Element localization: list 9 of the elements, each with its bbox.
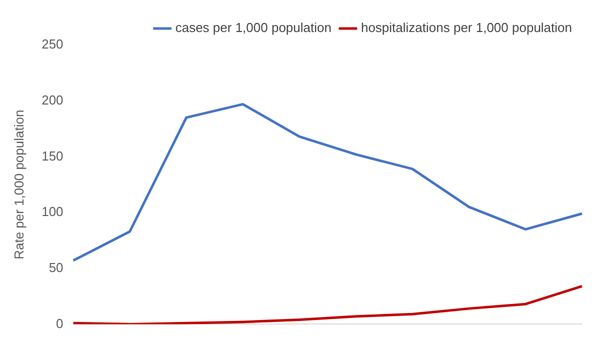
y-tick-label: 150	[42, 148, 64, 164]
y-axis-title: Rate per 1,000 population	[11, 110, 26, 260]
y-tick-label: 50	[48, 260, 64, 275]
y-tick-label: 200	[42, 92, 64, 108]
y-tick-label: 100	[42, 204, 64, 220]
y-tick-label: 0	[56, 316, 64, 331]
legend-label: cases per 1,000 population	[175, 20, 332, 36]
y-tick-label: 250	[42, 36, 64, 52]
legend-label: hospitalizations per 1,000 population	[360, 20, 572, 36]
